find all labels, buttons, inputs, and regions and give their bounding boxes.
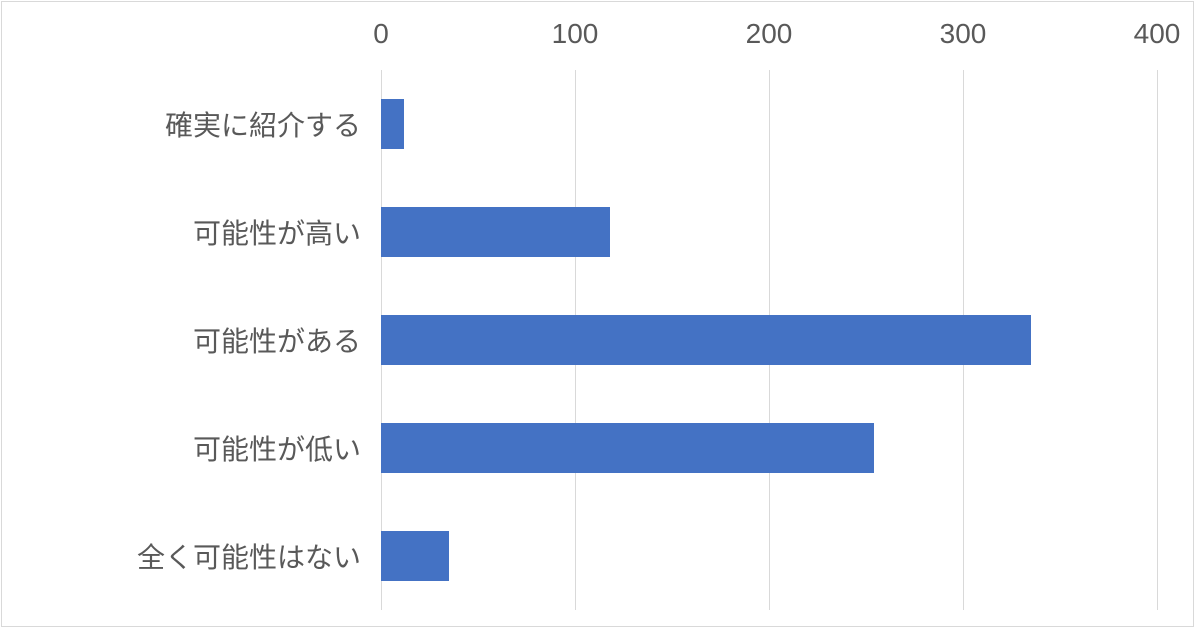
bar xyxy=(381,315,1031,365)
category-label: 全く可能性はない xyxy=(137,536,361,576)
gridline xyxy=(1157,70,1158,610)
category-label: 可能性が高い xyxy=(193,212,361,252)
x-tick-label: 400 xyxy=(1134,18,1181,50)
x-tick-label: 100 xyxy=(552,18,599,50)
bar xyxy=(381,207,610,257)
plot-area xyxy=(381,70,1157,610)
bar xyxy=(381,531,449,581)
chart-frame: 0 100 200 300 400 確実に紹介する可能性が高い可能性がある可能性が低い全… xyxy=(1,1,1194,627)
bar xyxy=(381,99,404,149)
category-label: 可能性がある xyxy=(193,320,361,360)
x-tick-label: 0 xyxy=(373,18,389,50)
bar xyxy=(381,423,874,473)
category-label: 可能性が低い xyxy=(193,428,361,468)
x-tick-label: 200 xyxy=(746,18,793,50)
x-tick-label: 300 xyxy=(940,18,987,50)
category-label: 確実に紹介する xyxy=(165,104,361,144)
